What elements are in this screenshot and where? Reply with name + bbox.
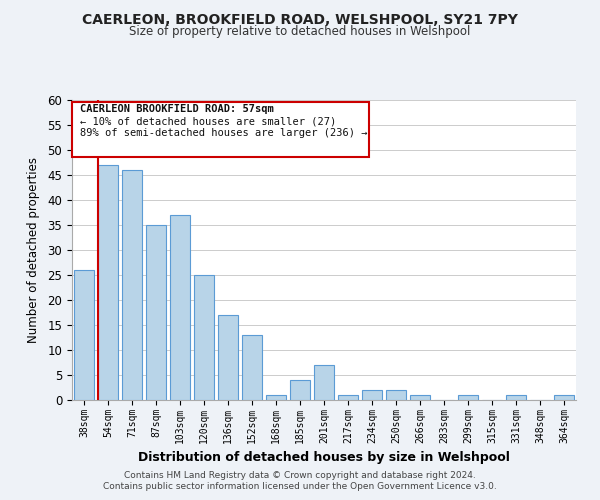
- Bar: [362, 390, 382, 400]
- Bar: [554, 395, 574, 400]
- Text: Size of property relative to detached houses in Welshpool: Size of property relative to detached ho…: [130, 25, 470, 38]
- Bar: [506, 395, 526, 400]
- X-axis label: Distribution of detached houses by size in Welshpool: Distribution of detached houses by size …: [138, 451, 510, 464]
- Text: CAERLEON BROOKFIELD ROAD: 57sqm: CAERLEON BROOKFIELD ROAD: 57sqm: [80, 104, 274, 115]
- Bar: [170, 215, 190, 400]
- Bar: [74, 270, 94, 400]
- Bar: [218, 315, 238, 400]
- Text: Contains HM Land Registry data © Crown copyright and database right 2024.: Contains HM Land Registry data © Crown c…: [124, 471, 476, 480]
- Bar: [98, 165, 118, 400]
- Bar: [194, 275, 214, 400]
- Bar: [122, 170, 142, 400]
- Bar: [242, 335, 262, 400]
- Text: ← 10% of detached houses are smaller (27): ← 10% of detached houses are smaller (27…: [80, 116, 336, 126]
- Text: CAERLEON, BROOKFIELD ROAD, WELSHPOOL, SY21 7PY: CAERLEON, BROOKFIELD ROAD, WELSHPOOL, SY…: [82, 12, 518, 26]
- Text: 89% of semi-detached houses are larger (236) →: 89% of semi-detached houses are larger (…: [80, 128, 367, 138]
- Bar: [290, 380, 310, 400]
- Bar: [314, 365, 334, 400]
- Bar: [458, 395, 478, 400]
- Y-axis label: Number of detached properties: Number of detached properties: [28, 157, 40, 343]
- Bar: [146, 225, 166, 400]
- Bar: [410, 395, 430, 400]
- Bar: [386, 390, 406, 400]
- FancyBboxPatch shape: [72, 102, 370, 157]
- Bar: [338, 395, 358, 400]
- Text: Contains public sector information licensed under the Open Government Licence v3: Contains public sector information licen…: [103, 482, 497, 491]
- Bar: [266, 395, 286, 400]
